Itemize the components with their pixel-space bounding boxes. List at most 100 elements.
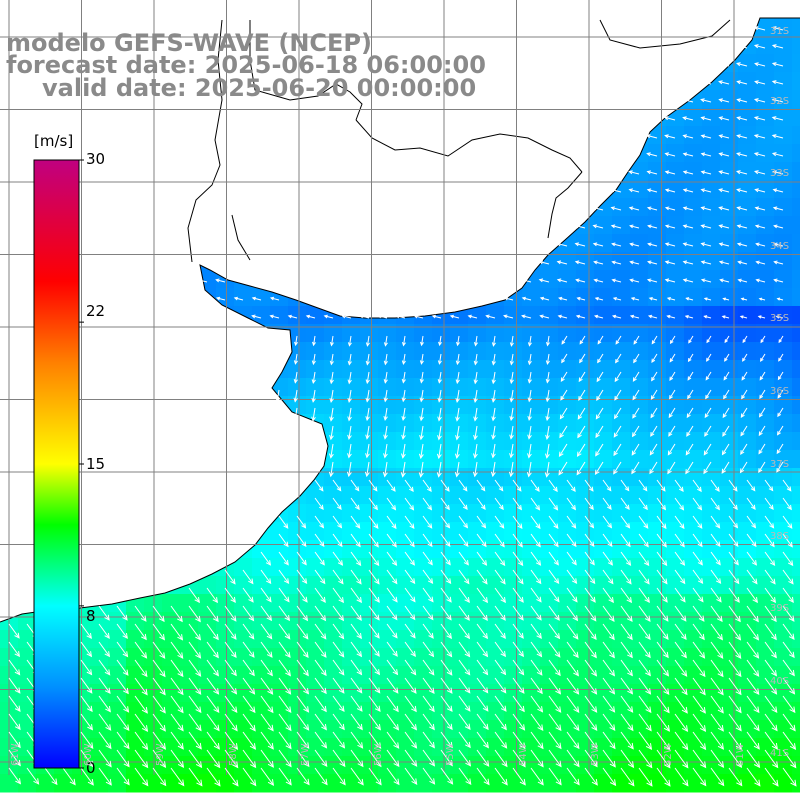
wind-arrow-head (413, 314, 418, 319)
wind-arrow-head (337, 560, 344, 566)
wind-arrow-head (419, 360, 424, 365)
wind-speed-cell (198, 738, 217, 757)
wind-arrow-head (537, 724, 544, 732)
wind-arrow (512, 713, 525, 731)
wind-arrow-head (753, 152, 759, 157)
wind-arrow-head (159, 724, 166, 732)
wind-arrow (728, 695, 742, 713)
wind-arrow (510, 461, 514, 477)
wind-arrow (566, 713, 580, 731)
wind-arrow (456, 389, 460, 402)
wind-arrow-head (266, 578, 272, 585)
wind-arrow (188, 749, 202, 768)
wind-speed-cell (468, 522, 487, 541)
wind-arrow (458, 731, 471, 748)
wind-speed-cell (630, 342, 649, 361)
wind-arrow-head (355, 523, 361, 529)
wind-arrow (764, 551, 775, 566)
wind-arrow-head (283, 541, 289, 548)
wind-arrow-head (553, 541, 559, 548)
wind-arrow (332, 713, 345, 730)
wind-arrow-head (249, 724, 256, 732)
wind-arrow-head (771, 152, 777, 157)
wind-arrow-head (754, 206, 760, 211)
wind-arrow-head (519, 724, 526, 731)
wind-speed-cell (450, 756, 469, 775)
wind-arrow-head (596, 396, 601, 401)
wind-arrow (384, 425, 388, 439)
wind-arrow (764, 695, 778, 713)
wind-arrow-head (771, 724, 778, 732)
wind-arrow (422, 659, 435, 676)
wind-arrow-head (178, 779, 185, 787)
wind-arrow-head (293, 378, 298, 384)
wind-arrow (741, 371, 748, 381)
wind-arrow-head (614, 377, 619, 383)
wind-arrow (206, 731, 220, 750)
wind-arrow-head (445, 523, 451, 529)
wind-speed-cell (558, 342, 577, 361)
wind-speed-cell (684, 306, 703, 325)
wind-speed-cell (252, 576, 271, 595)
wind-arrow (422, 695, 435, 712)
wind-arrow (782, 641, 795, 658)
wind-arrow (528, 407, 532, 420)
wind-arrow (260, 731, 274, 750)
wind-arrow (98, 605, 110, 621)
wind-speed-cell (468, 666, 487, 685)
wind-arrow-head (594, 297, 599, 301)
wind-arrow (782, 551, 794, 566)
wind-arrow (674, 731, 689, 750)
wind-arrow-head (319, 541, 325, 547)
wind-speed-cell (324, 450, 343, 469)
wind-speed-cell (702, 198, 721, 217)
wind-arrow (458, 569, 470, 584)
wind-arrow (701, 153, 712, 157)
wind-arrow (638, 677, 651, 695)
wind-arrow-head (735, 44, 741, 49)
wind-speed-cell (180, 720, 199, 739)
wind-speed-cell (738, 54, 757, 73)
wind-arrow-head (699, 743, 707, 751)
wind-arrow (384, 353, 388, 365)
wind-speed-cell (216, 756, 235, 775)
wind-speed-cell (594, 558, 613, 577)
wind-arrow (665, 153, 676, 157)
wind-speed-cell (666, 306, 685, 325)
wind-arrow-head (427, 541, 433, 548)
wind-arrow (368, 713, 381, 730)
wind-speed-cell (792, 270, 800, 289)
wind-arrow (224, 623, 237, 640)
wind-arrow-head (500, 578, 506, 585)
wind-arrow-head (455, 397, 460, 403)
wind-arrow (614, 407, 622, 419)
wind-arrow (359, 315, 370, 319)
wind-speed-cell (18, 666, 37, 685)
wind-speed-cell (270, 576, 289, 595)
wind-speed-cell (684, 198, 703, 217)
wind-arrow-head (704, 432, 709, 437)
wind-arrow-head (346, 471, 352, 478)
wind-arrow (782, 497, 792, 510)
wind-speed-cell (252, 666, 271, 685)
wind-arrow (632, 371, 640, 382)
wind-arrow-head (589, 541, 595, 547)
wind-arrow-head (631, 450, 637, 456)
wind-arrow (404, 605, 416, 620)
wind-arrow (656, 713, 670, 732)
wind-speed-cell (666, 702, 685, 721)
lat-label: 41S (770, 748, 790, 759)
wind-arrow (720, 279, 730, 283)
wind-arrow-head (516, 486, 522, 492)
wind-arrow-head (662, 615, 669, 622)
wind-arrow-head (501, 778, 508, 786)
wind-arrow-head (408, 486, 414, 493)
wind-arrow-head (491, 397, 496, 403)
wind-arrow (170, 767, 185, 786)
wind-speed-cell (342, 486, 361, 505)
wind-speed-cell (180, 756, 199, 775)
wind-speed-cell (432, 666, 451, 685)
wind-arrow (774, 225, 784, 229)
wind-speed-cell (522, 450, 541, 469)
wind-arrow-head (753, 634, 760, 641)
